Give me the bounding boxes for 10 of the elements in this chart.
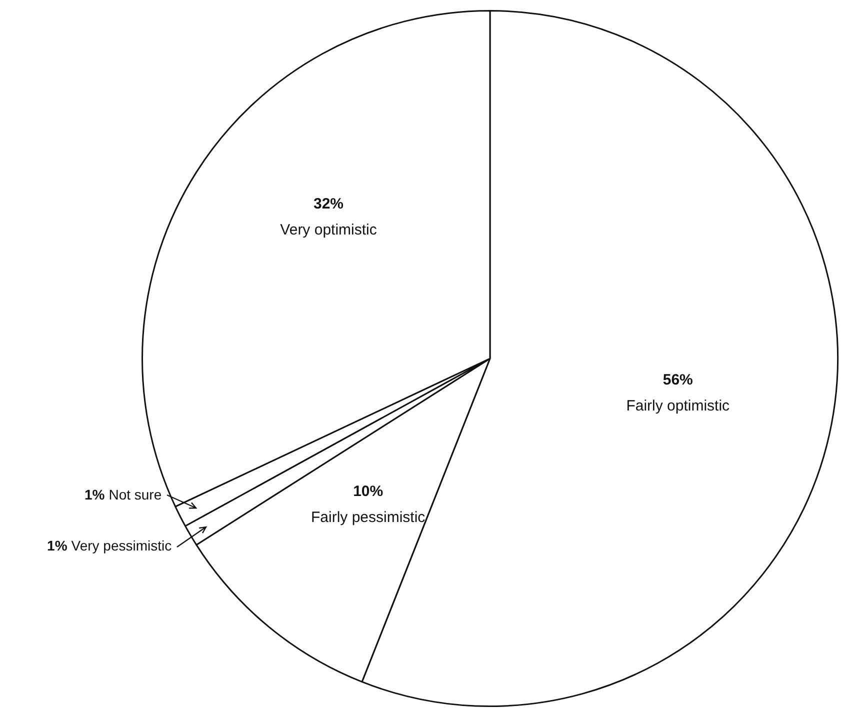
slice-label: Very pessimistic	[71, 538, 172, 554]
slice-label: Fairly pessimistic	[310, 508, 426, 526]
data-label: 56%	[662, 371, 693, 388]
data-label: 1%	[47, 538, 68, 554]
slice-label: Not sure	[108, 486, 162, 502]
slice-label: Fairly optimistic	[626, 397, 730, 414]
data-label: 32%	[313, 196, 344, 213]
data-label: 10%	[353, 482, 384, 500]
data-label: 1%	[84, 486, 106, 502]
slice-label: Very optimistic	[280, 222, 378, 239]
